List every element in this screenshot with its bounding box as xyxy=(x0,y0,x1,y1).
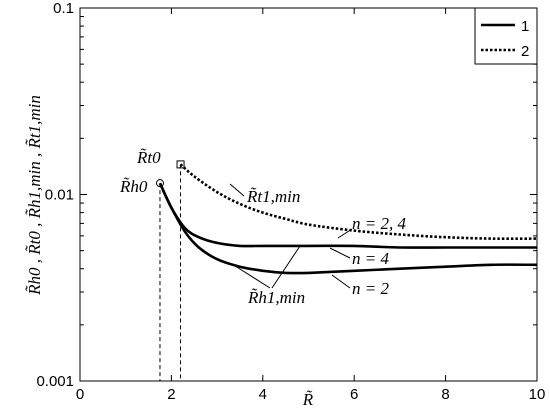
marker-square xyxy=(176,160,185,169)
marker-circle xyxy=(155,179,164,188)
annotation-n24: n = 2, 4 xyxy=(352,214,406,233)
marker-layer xyxy=(155,160,185,381)
x-tick-label: 0 xyxy=(76,386,84,403)
y-axis-label-text: R̃h0 , R̃t0 , R̃h1,min , R̃t1,min xyxy=(25,95,44,296)
annotation-rh1min-leader-b xyxy=(271,245,301,289)
marker-label-rt0: R̃t0 xyxy=(136,148,161,167)
series-line-solid-0 xyxy=(158,182,537,249)
series-line-solid-1 xyxy=(158,182,538,275)
legend-box xyxy=(474,7,538,65)
annotation-n2: n = 2 xyxy=(352,279,389,298)
legend-label-2: 2 xyxy=(521,43,529,60)
plot-frame xyxy=(79,7,538,382)
series-layer xyxy=(158,163,538,275)
annotation-n2-leader xyxy=(331,274,351,289)
legend: 1 2 xyxy=(474,7,538,65)
annotation-rh1min-leader-a xyxy=(231,263,271,289)
annotation-n4-leader xyxy=(329,247,351,259)
annotation-n4: n = 4 xyxy=(352,249,389,268)
x-tick-label: 10 xyxy=(529,386,546,403)
series-line-dotted-2 xyxy=(179,163,538,241)
y-axis-label: R̃h0 , R̃t0 , R̃h1,min , R̃t1,min xyxy=(25,95,44,296)
y-tick-label: 0.001 xyxy=(36,373,74,390)
legend-label-1: 1 xyxy=(521,18,529,35)
x-tick-label: 8 xyxy=(441,386,449,403)
annotation-rh1min: R̃h1,min xyxy=(247,288,305,307)
annotation-n24-leader xyxy=(337,228,353,239)
marker-label-rh0: R̃h0 xyxy=(119,177,148,196)
annotation-rt1min: R̃t1,min xyxy=(246,187,300,206)
x-tick-label: 6 xyxy=(350,386,358,403)
x-axis-label: R̃ xyxy=(302,390,314,409)
y-tick-label: 0.1 xyxy=(53,0,74,17)
x-tick-label: 2 xyxy=(167,386,175,403)
x-tick-label: 4 xyxy=(259,386,267,403)
annotation-rt1min-leader xyxy=(229,183,245,197)
y-tick-label: 0.01 xyxy=(45,187,74,204)
svg-text:R̃h0 , R̃t0 , R̃h1,min , R̃t1,: R̃h0 , R̃t0 , R̃h1,min , R̃t1,min xyxy=(25,95,44,296)
